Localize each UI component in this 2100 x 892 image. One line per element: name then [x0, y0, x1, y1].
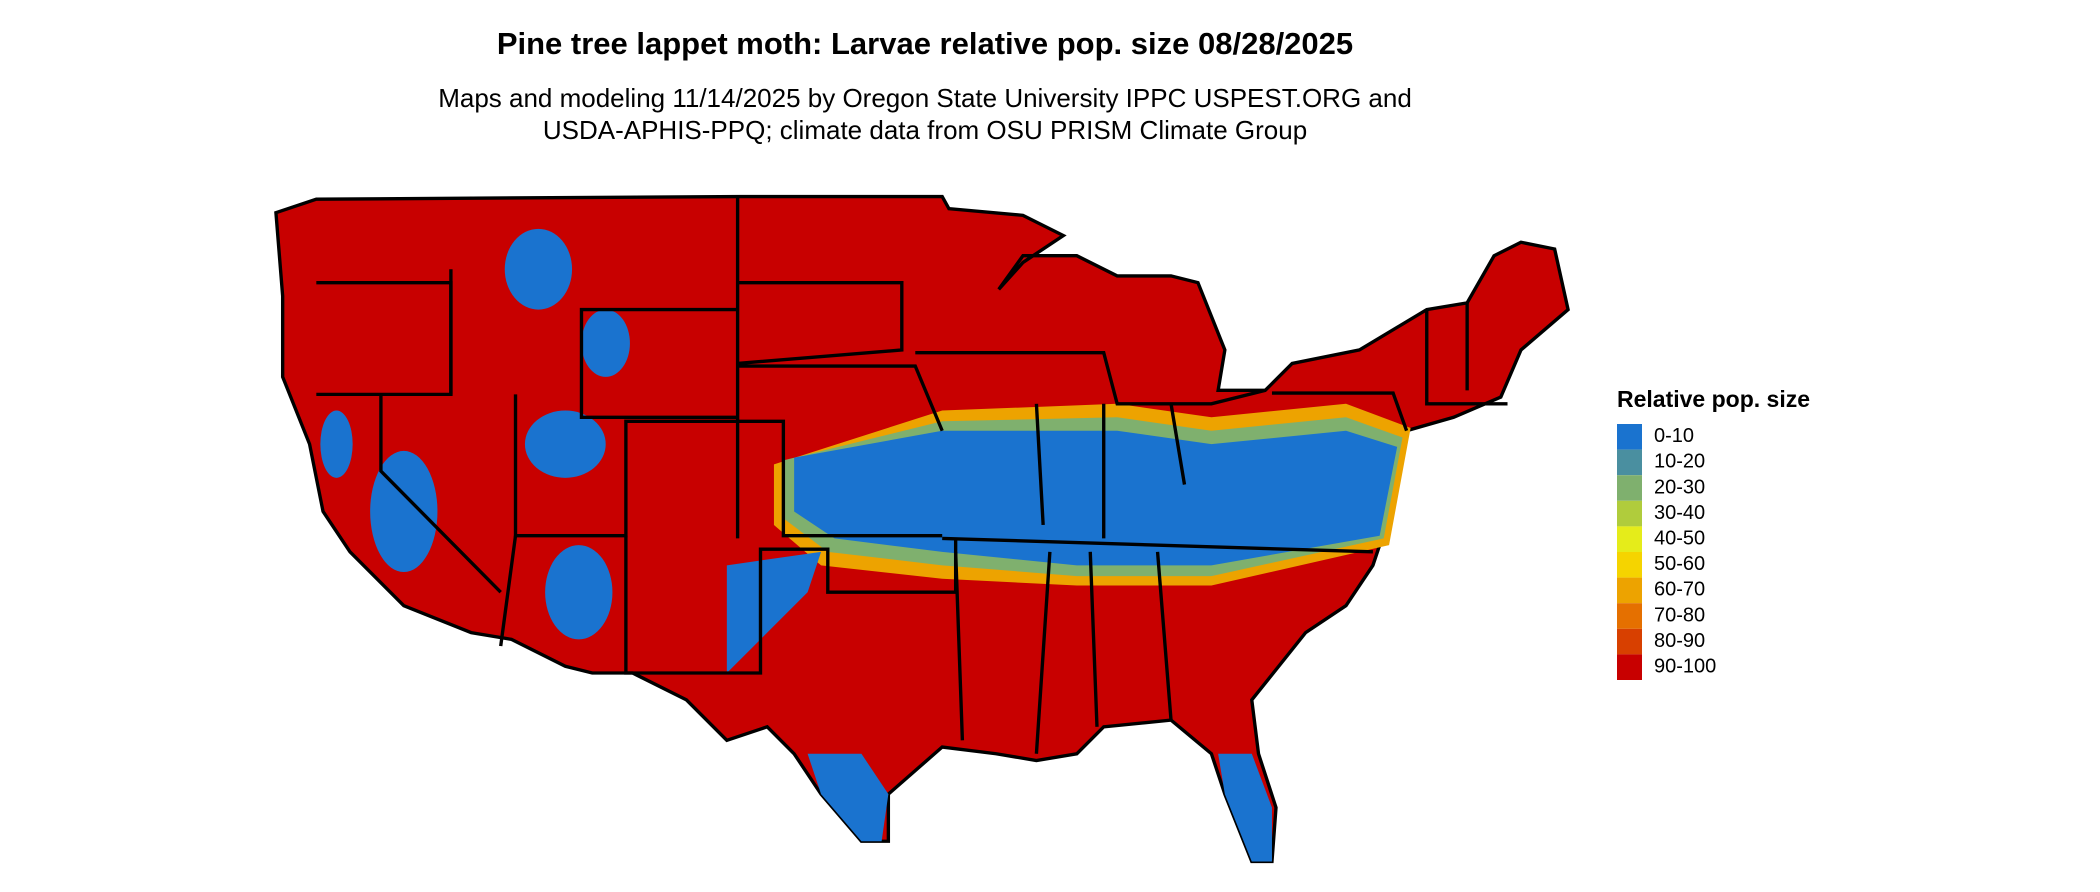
legend-swatch [1617, 654, 1642, 680]
legend-swatch [1617, 628, 1642, 655]
legend-label: 80-90 [1654, 630, 1705, 652]
blue-zone [545, 545, 613, 640]
legend-swatch [1617, 475, 1642, 501]
blue-zone [524, 410, 606, 478]
legend-label: 40-50 [1654, 527, 1705, 549]
blue-zone [504, 228, 573, 310]
legend-swatch [1617, 577, 1642, 604]
legend-label: 20-30 [1654, 476, 1705, 498]
legend-title: Relative pop. size [1617, 386, 1810, 412]
title: Pine tree lappet moth: Larvae relative p… [497, 26, 1353, 61]
legend-label: 70-80 [1654, 604, 1705, 626]
legend-label: 10-20 [1654, 451, 1705, 473]
us-map [274, 194, 1570, 864]
blue-zone [370, 450, 438, 573]
legend-swatch [1617, 424, 1642, 450]
blue-zone [1218, 753, 1272, 862]
blue-zone [807, 753, 889, 842]
legend-swatch [1617, 603, 1642, 629]
legend-label: 90-100 [1654, 655, 1716, 677]
blue-zone [794, 430, 1398, 566]
subtitle: Maps and modeling 11/14/2025 by Oregon S… [438, 83, 1412, 113]
state-borders [316, 196, 1508, 754]
legend-swatch [1617, 500, 1642, 527]
blue-zone [726, 551, 822, 673]
legend-label: 30-40 [1654, 502, 1705, 524]
blue-zone [320, 410, 353, 478]
legend-label: 60-70 [1654, 579, 1705, 601]
legend-label: 0-10 [1654, 425, 1694, 447]
legend-label: 50-60 [1654, 553, 1705, 575]
legend-swatch [1617, 526, 1642, 552]
legend-swatch [1617, 552, 1642, 578]
blue-zone [581, 309, 630, 377]
subtitle: USDA-APHIS-PPQ; climate data from OSU PR… [543, 115, 1307, 145]
legend-swatch [1617, 449, 1642, 476]
